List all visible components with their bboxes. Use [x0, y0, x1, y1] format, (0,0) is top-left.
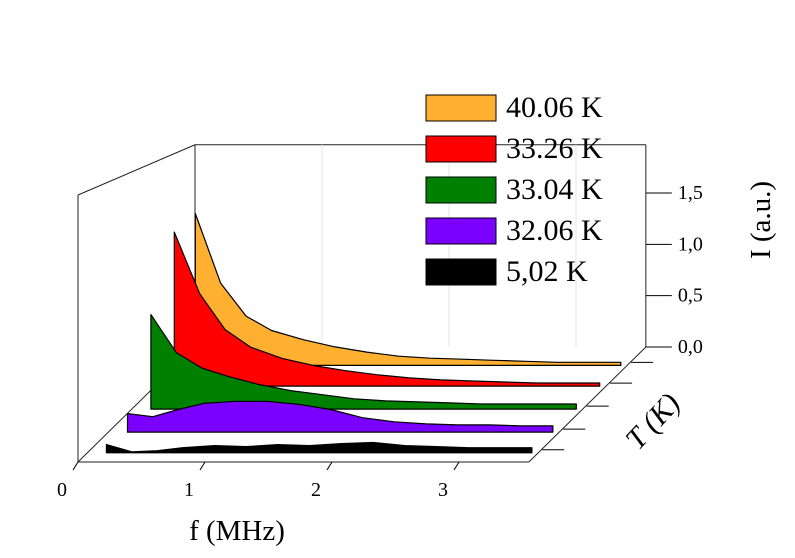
z-axis-label: I (a.u.)	[745, 181, 777, 259]
legend-label: 40.06 K	[506, 91, 603, 124]
series-area-33-26-K	[173, 231, 601, 387]
legend-label: 5,02 K	[506, 255, 588, 288]
z-tick-label: 1,5	[678, 182, 703, 204]
legend-swatch	[425, 258, 497, 286]
series-area-33-04-K	[150, 314, 577, 410]
x-tick-label: 0	[57, 479, 67, 501]
legend-swatch	[425, 176, 497, 204]
legend-label: 33.26 K	[506, 132, 603, 165]
series-area-32-06-K	[126, 400, 554, 433]
legend-label: 32.06 K	[506, 214, 603, 247]
x-tick	[326, 461, 333, 471]
x-tick-label: 2	[311, 479, 321, 501]
legend: 40.06 K 33.26 K 33.04 K 32.06 K 5,02 K	[425, 91, 603, 288]
x-axis-label: f (MHz)	[189, 515, 285, 547]
x-tick	[453, 461, 460, 471]
legend-label: 33.04 K	[506, 173, 603, 206]
z-tick-label: 1,0	[678, 233, 703, 255]
legend-swatch	[425, 135, 497, 163]
legend-swatch	[425, 217, 497, 245]
x-tick-label: 3	[438, 479, 448, 501]
z-tick-label: 0,5	[678, 285, 703, 307]
x-tick	[72, 461, 79, 471]
series-area-5-02-K	[105, 441, 533, 454]
z-tick-label: 0,0	[678, 336, 703, 358]
series-layer	[105, 212, 654, 454]
legend-swatch	[425, 94, 497, 122]
top-left-edge	[77, 144, 196, 196]
x-tick	[199, 461, 206, 471]
right-floor-edge	[528, 346, 647, 463]
axes: 0 1 2 3 0,0 0,5 1,0 1,5	[57, 182, 703, 501]
x-tick-label: 1	[184, 479, 194, 501]
t-axis-label: T (K)	[619, 387, 687, 456]
